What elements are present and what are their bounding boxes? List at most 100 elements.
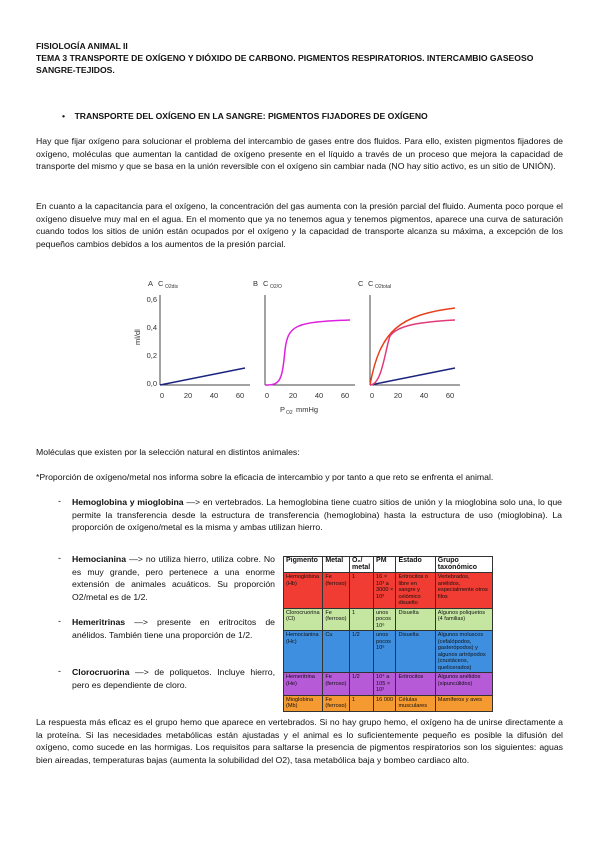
x-tick-label: 0 xyxy=(160,391,164,400)
x-tick-label: 40 xyxy=(210,391,218,400)
paragraph: Moléculas que existen por la selección n… xyxy=(36,447,300,457)
table-row: Hemoglobina (Hb) Fe (ferroso) 1 16 × 10³ a … xyxy=(282,572,494,609)
table-row: Hemocianina (Hc) Cu 1/2 unos pocos 10⁶ Disue… xyxy=(282,630,494,673)
header-cell: Pigmento xyxy=(282,556,324,573)
table-cell: 10⁴ a 105 × 10³ xyxy=(373,672,397,696)
panel-letter: C xyxy=(358,279,364,288)
course: FISIOLOGÍA ANIMAL II xyxy=(36,41,128,51)
table-cell: Fe (ferroso) xyxy=(322,572,350,609)
table-cell: Eritrocitos xyxy=(395,672,436,696)
table-row: Hemeritrina (He) Fe (ferroso) 1/2 10⁴ a 105… xyxy=(282,672,494,696)
table-cell: Hemocianina (Hc) xyxy=(282,630,324,673)
item-term: Hemocianina xyxy=(72,554,127,564)
x-tick-label: 40 xyxy=(315,391,323,400)
table-cell: Cu xyxy=(322,630,350,673)
dash: - xyxy=(58,553,61,563)
table-cell: unos pocos 10⁶ xyxy=(373,607,397,631)
y-tick-label: 0,0 xyxy=(147,379,157,388)
table-row: Clorocruorina (Cl) Fe (ferroso) 1 unos poco… xyxy=(282,607,494,631)
panel-letter: A xyxy=(148,279,153,288)
y-tick-label: 0,4 xyxy=(147,323,157,332)
panel-label: C xyxy=(263,279,269,288)
x-tick-label: 60 xyxy=(446,391,454,400)
dash: - xyxy=(58,496,61,506)
item-text: —> en vertebrados. La hemoglobina tiene … xyxy=(72,497,562,533)
header-cell: PM xyxy=(373,556,397,573)
item: Hemocianina —> no utiliza hierro, utiliz… xyxy=(72,553,275,603)
table-cell: Clorocruorina (Cl) xyxy=(282,607,324,631)
table-cell: Fe (ferroso) xyxy=(322,672,350,696)
y-tick-label: 0,6 xyxy=(147,295,157,304)
panel-label: C xyxy=(158,279,164,288)
panel-letter: B xyxy=(253,279,258,288)
x-tick-label: 20 xyxy=(289,391,297,400)
paragraph: Hay que fijar oxígeno para solucionar el… xyxy=(36,136,563,172)
section-heading: • TRANSPORTE DEL OXÍGENO EN LA SANGRE: P… xyxy=(62,111,428,121)
table-cell: 1 xyxy=(348,572,375,609)
x-tick-label: 60 xyxy=(341,391,349,400)
item-term: Clorocruorina xyxy=(72,667,130,677)
table-cell: 1/2 xyxy=(348,672,375,696)
header-cell: Estado xyxy=(395,556,436,573)
item-text: —> presente en eritrocitos de anélidos. … xyxy=(72,617,275,640)
x-axis-unit: mmHg xyxy=(296,405,318,414)
table-row: Mioglobina (Mb) Fe (ferroso) 1 16 000 Célula… xyxy=(282,694,494,712)
table-cell: Mamíferos y aves xyxy=(434,694,494,712)
y-axis-label: ml/dl xyxy=(133,329,142,345)
item-text: —> de poliquetos. Incluye hierro, pero e… xyxy=(72,667,275,690)
table-cell: Algunos anélidos (sipuncúlidos) xyxy=(434,672,494,696)
table-cell: Eritrocitos o libre en sangre y celómico… xyxy=(395,572,436,609)
panel-sub: O2total xyxy=(375,284,391,290)
y-tick-label: 0,2 xyxy=(147,351,157,360)
table-cell: Algunos poliquetos (4 familias) xyxy=(434,607,494,631)
x-tick-label: 40 xyxy=(420,391,428,400)
x-tick-label: 0 xyxy=(370,391,374,400)
x-axis-sub: O2 xyxy=(286,410,293,416)
table-cell: 1 xyxy=(348,694,375,712)
item: Hemeritrinas —> presente en eritrocitos … xyxy=(72,616,275,641)
table-cell: Algunos moluscos (cefalópodos, gasterópo… xyxy=(434,630,494,673)
table-cell: 1/2 xyxy=(348,630,375,673)
x-axis-label: P xyxy=(280,405,285,414)
item-text: —> no utiliza hierro, utiliza cobre. No … xyxy=(72,554,275,602)
table-cell: 16 000 xyxy=(373,694,397,712)
header-cell: Metal xyxy=(322,556,350,573)
panel-label: C xyxy=(368,279,374,288)
paragraph: La respuesta más eficaz es el grupo hemo… xyxy=(36,717,563,765)
item: Clorocruorina —> de poliquetos. Incluye … xyxy=(72,666,275,691)
table-cell: 1 xyxy=(348,607,375,631)
table: Pigmento Metal O₂/ metal PM Estado Grupo taxo… xyxy=(282,556,494,712)
table-cell: Disuelta xyxy=(395,630,436,673)
table-cell: Células musculares xyxy=(395,694,436,712)
table-cell: Disuelta xyxy=(395,607,436,631)
x-tick-label: 20 xyxy=(184,391,192,400)
header-cell: O₂/ metal xyxy=(348,556,375,573)
table-cell: Fe (ferroso) xyxy=(322,694,350,712)
item-term: Hemeritrinas xyxy=(72,617,126,627)
title-line: SANGRE-TEJIDOS. xyxy=(36,65,115,75)
x-tick-label: 0 xyxy=(265,391,269,400)
paragraph: En cuanto a la capacitancia para el oxíg… xyxy=(36,201,563,249)
x-tick-label: 20 xyxy=(394,391,402,400)
table-cell: Fe (ferroso) xyxy=(322,607,350,631)
item: Hemoglobina y mioglobina —> en vertebrad… xyxy=(72,496,562,534)
table-cell: unos pocos 10⁶ xyxy=(373,630,397,673)
dash: - xyxy=(58,666,61,676)
header-row: Pigmento Metal O₂/ metal PM Estado Grupo taxo… xyxy=(282,556,494,573)
table-cell: Hemoglobina (Hb) xyxy=(282,572,324,609)
x-tick-label: 60 xyxy=(236,391,244,400)
header-cell: Grupo taxonómico xyxy=(434,556,494,573)
dash: - xyxy=(58,616,61,626)
panel-sub: O2dis xyxy=(165,284,179,290)
item-term: Hemoglobina y mioglobina xyxy=(72,497,184,507)
paragraph: *Proporción de oxígeno/metal nos informa… xyxy=(36,472,494,482)
table-cell: Mioglobina (Mb) xyxy=(282,694,324,712)
section-text: TRANSPORTE DEL OXÍGENO EN LA SANGRE: PIG… xyxy=(74,111,428,121)
table-cell: 16 × 10³ a 3000 × 10³ xyxy=(373,572,397,609)
panel-sub: O2/O xyxy=(270,284,282,290)
table-wrap: Pigmento Metal O₂/ metal PM Estado Grupo taxo… xyxy=(282,556,494,712)
title-line: TEMA 3 TRANSPORTE DE OXÍGENO Y DIÓXIDO D… xyxy=(36,53,534,63)
table-cell: Hemeritrina (He) xyxy=(282,672,324,696)
